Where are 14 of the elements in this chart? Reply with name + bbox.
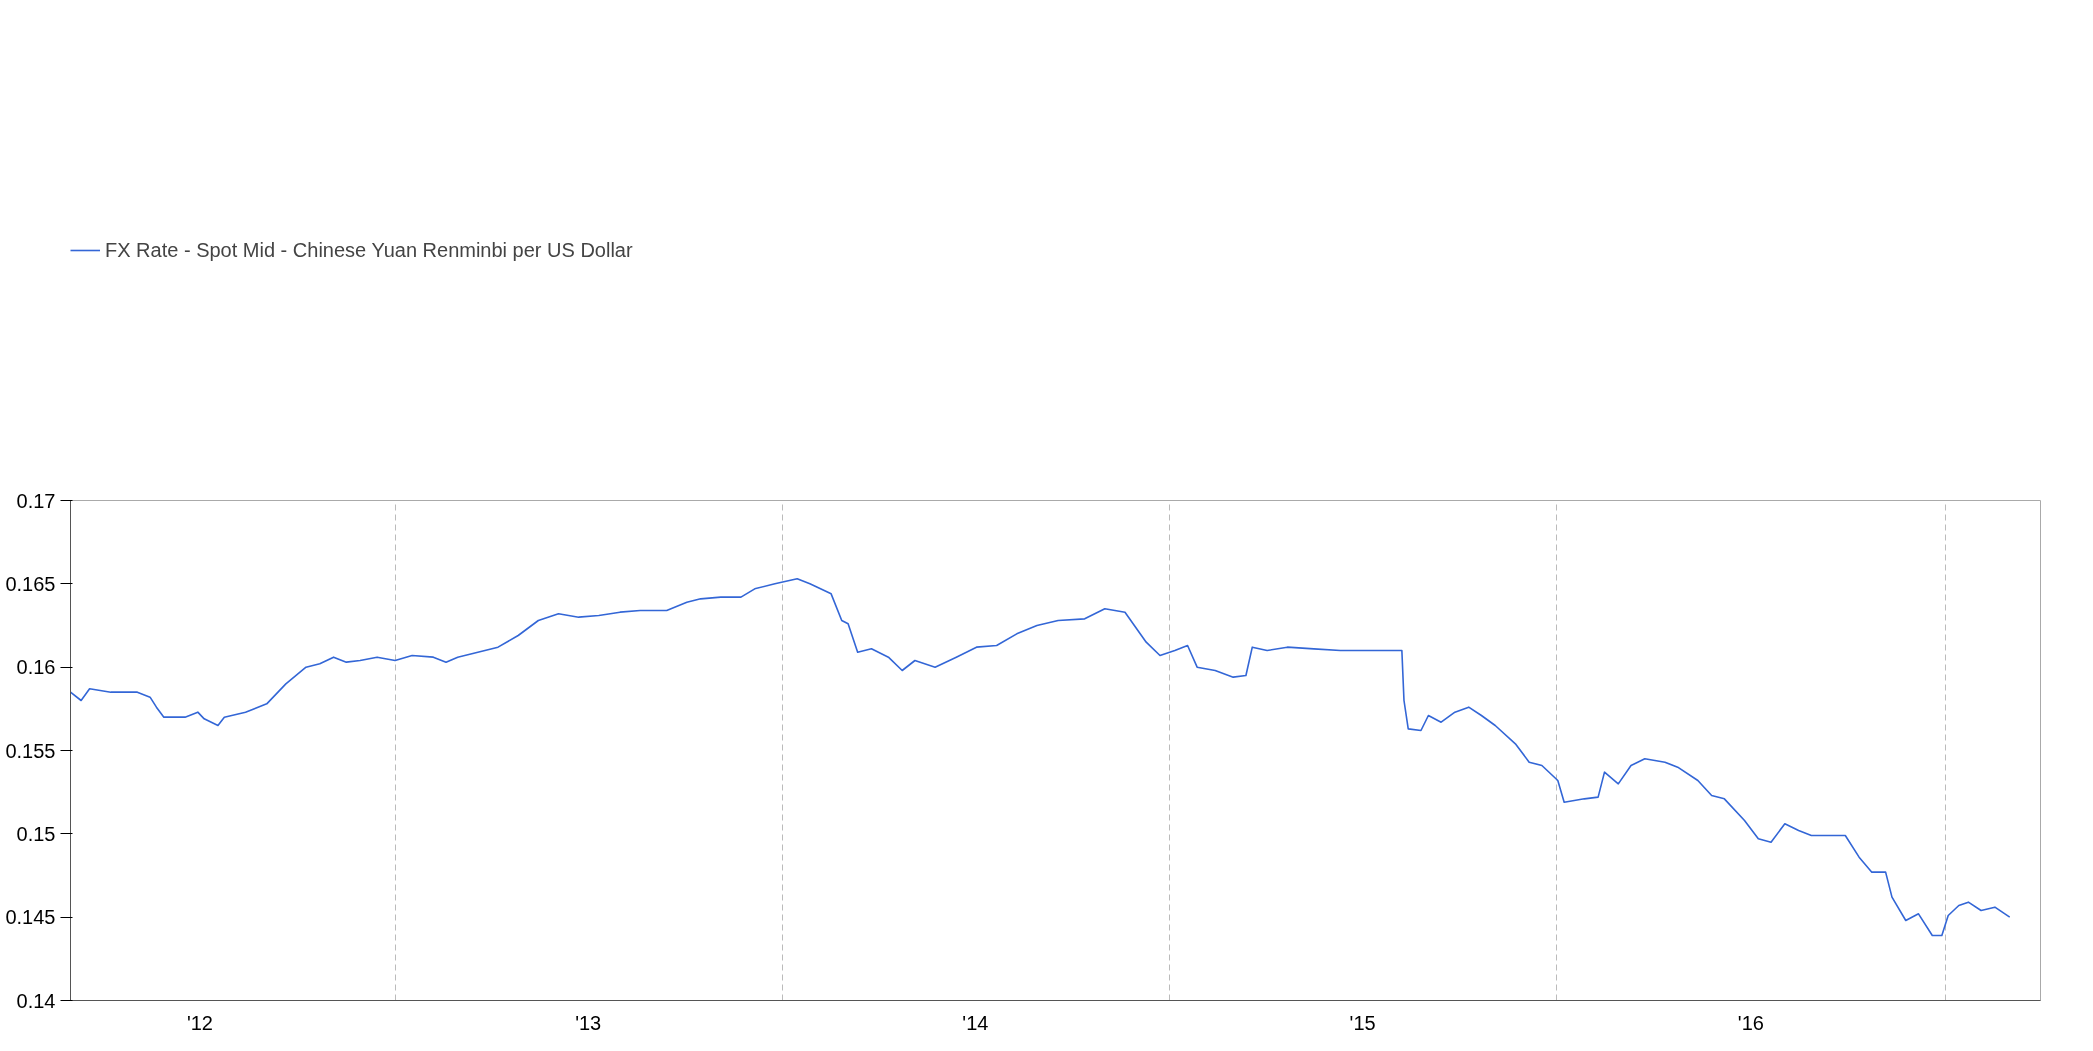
legend-label: FX Rate - Spot Mid - Chinese Yuan Renminbi per US Dollar [105,238,633,262]
y-tick-label: 0.15 [16,822,56,845]
y-tick-label: 0.16 [16,656,56,679]
y-tick-label: 0.145 [5,906,56,929]
y-tick-label: 0.155 [5,739,56,762]
x-tick-label: '12 [186,1011,213,1034]
x-tick-label: '16 [1737,1011,1764,1034]
x-tick-label: '13 [575,1011,602,1034]
x-tick-label: '14 [962,1011,989,1034]
y-tick-label: 0.14 [16,989,56,1012]
x-tick-label: '15 [1349,1011,1376,1034]
line-series [70,578,2011,937]
y-tick-label: 0.165 [5,572,56,595]
y-tick-label: 0.17 [16,489,56,512]
